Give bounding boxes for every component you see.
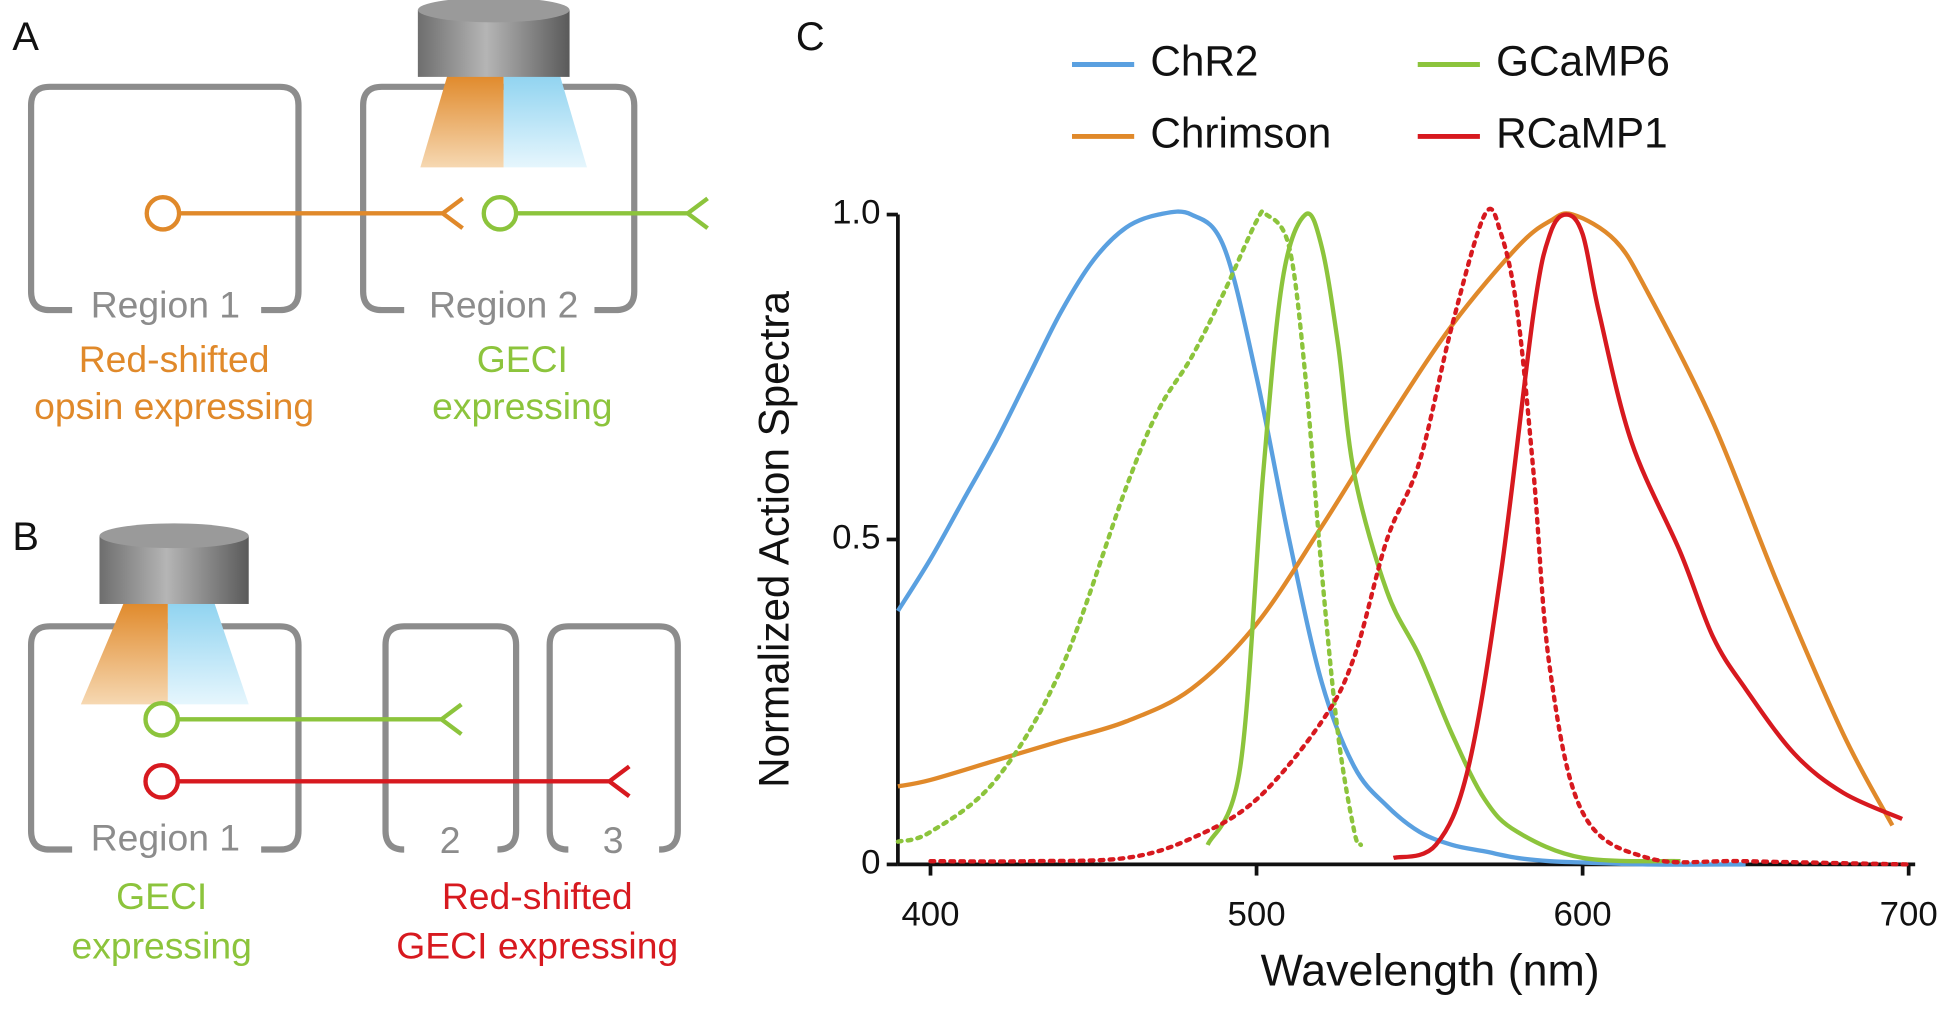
- region-box: [546, 623, 681, 853]
- caption: GECI: [477, 338, 568, 380]
- x-tick-label: 700: [1880, 896, 1938, 934]
- region-box: [27, 83, 302, 314]
- y-tick-label: 0.5: [832, 519, 880, 557]
- series-line: [895, 209, 1364, 848]
- light-cone: [167, 601, 249, 705]
- caption: opsin expressing: [34, 385, 314, 427]
- region-box: [382, 623, 520, 853]
- x-tick-label: 500: [1228, 896, 1286, 934]
- caption: Red-shifted: [79, 338, 270, 380]
- legend-label: RCaMP1: [1496, 110, 1668, 157]
- legend-label: ChR2: [1150, 38, 1258, 85]
- region-label: Region 2: [429, 283, 578, 325]
- region-label: 3: [603, 819, 624, 861]
- legend-label: Chrimson: [1150, 110, 1331, 157]
- panel-label: B: [12, 515, 39, 559]
- light-cone: [503, 74, 587, 168]
- series-line: [928, 206, 1911, 867]
- caption: GECI expressing: [396, 925, 678, 967]
- region-label: Region 1: [91, 283, 240, 325]
- neuron: [144, 195, 709, 232]
- y-tick-label: 0: [861, 844, 880, 882]
- series-line: [1392, 212, 1904, 861]
- caption: expressing: [71, 925, 251, 967]
- panel-label: C: [796, 15, 825, 59]
- x-tick-label: 600: [1554, 896, 1612, 934]
- y-axis-label: Normalized Action Spectra: [750, 291, 797, 788]
- y-tick-label: 1.0: [832, 194, 880, 232]
- panel-label: A: [12, 15, 39, 59]
- region-label: Region 1: [91, 817, 240, 859]
- caption: expressing: [432, 385, 612, 427]
- caption: Red-shifted: [442, 875, 633, 917]
- light-cone: [420, 74, 504, 168]
- series-line: [1205, 211, 1681, 864]
- region-label: 2: [440, 819, 461, 861]
- x-axis-label: Wavelength (nm): [1261, 946, 1600, 995]
- objective-top: [417, 0, 570, 23]
- legend-label: GCaMP6: [1496, 38, 1670, 85]
- series-line: [896, 209, 1746, 867]
- series-line: [897, 211, 1895, 827]
- light-cone: [80, 601, 168, 705]
- objective-top: [99, 523, 249, 549]
- caption: GECI: [116, 875, 207, 917]
- neuron: [143, 701, 631, 800]
- x-tick-label: 400: [901, 896, 959, 934]
